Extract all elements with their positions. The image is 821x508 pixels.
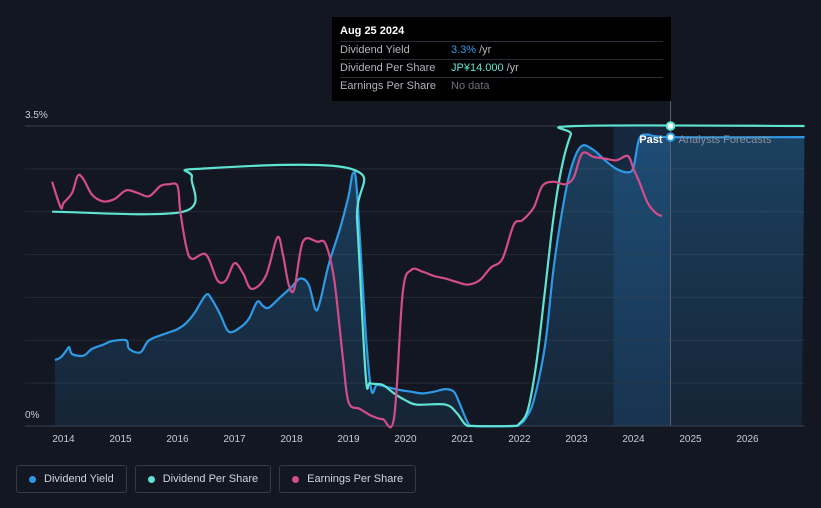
tooltip-value: 3.3% — [451, 44, 477, 56]
y-tick-label: 3.5% — [25, 110, 48, 121]
x-tick-label: 2021 — [451, 434, 474, 445]
dividend-yield-area — [54, 134, 805, 427]
tooltip-unit: /yr — [506, 62, 519, 74]
x-tick-label: 2026 — [736, 434, 759, 445]
dividend-per-share-line — [52, 124, 805, 428]
tooltip-unit: /yr — [479, 44, 492, 56]
x-tick-label: 2020 — [394, 434, 417, 445]
legend: Dividend Yield Dividend Per Share Earnin… — [16, 465, 417, 493]
legend-label: Earnings Per Share — [307, 473, 404, 485]
tooltip-label: Dividend Yield — [340, 44, 410, 56]
x-tick-label: 2017 — [223, 434, 246, 445]
tooltip: Aug 25 2024 Dividend Yield 3.3% /yr Divi… — [332, 17, 671, 101]
past-label: Past — [639, 134, 663, 146]
tooltip-label: Earnings Per Share — [340, 80, 436, 92]
x-tick-label: 2023 — [565, 434, 588, 445]
tooltip-row-earnings-per-share: Earnings Per Share No data — [340, 77, 663, 95]
legend-label: Dividend Yield — [44, 473, 114, 485]
dividend-per-share-marker — [665, 121, 676, 131]
x-tick-label: 2025 — [679, 434, 702, 445]
tooltip-date: Aug 25 2024 — [340, 25, 405, 37]
x-tick-label: 2022 — [508, 434, 531, 445]
tooltip-value: No data — [451, 80, 490, 92]
tooltip-label: Dividend Per Share — [340, 62, 436, 74]
legend-label: Dividend Per Share — [162, 473, 259, 485]
legend-dot-icon — [29, 475, 36, 483]
forecast-label: Analysts Forecasts — [679, 134, 772, 146]
legend-item-dividend-per-share[interactable]: Dividend Per Share — [134, 465, 272, 493]
dividend-yield-line — [54, 133, 805, 428]
tooltip-value: JP¥14.000 — [451, 62, 504, 74]
x-tick-label: 2018 — [280, 434, 303, 445]
legend-item-dividend-yield[interactable]: Dividend Yield — [16, 465, 127, 493]
earnings-per-share-line — [51, 151, 663, 429]
x-tick-label: 2014 — [52, 434, 75, 445]
x-tick-label: 2024 — [622, 434, 645, 445]
x-tick-label: 2019 — [337, 434, 360, 445]
x-tick-label: 2015 — [109, 434, 132, 445]
tooltip-row-dividend-per-share: Dividend Per Share JP¥14.000 /yr — [340, 59, 663, 77]
tooltip-row-dividend-yield: Dividend Yield 3.3% /yr — [340, 41, 663, 59]
x-tick-label: 2016 — [166, 434, 189, 445]
legend-item-earnings-per-share[interactable]: Earnings Per Share — [279, 465, 417, 493]
dividend-yield-marker — [665, 132, 676, 142]
legend-dot-icon — [147, 475, 155, 483]
y-tick-label: 0% — [25, 410, 40, 421]
legend-dot-icon — [292, 475, 300, 483]
